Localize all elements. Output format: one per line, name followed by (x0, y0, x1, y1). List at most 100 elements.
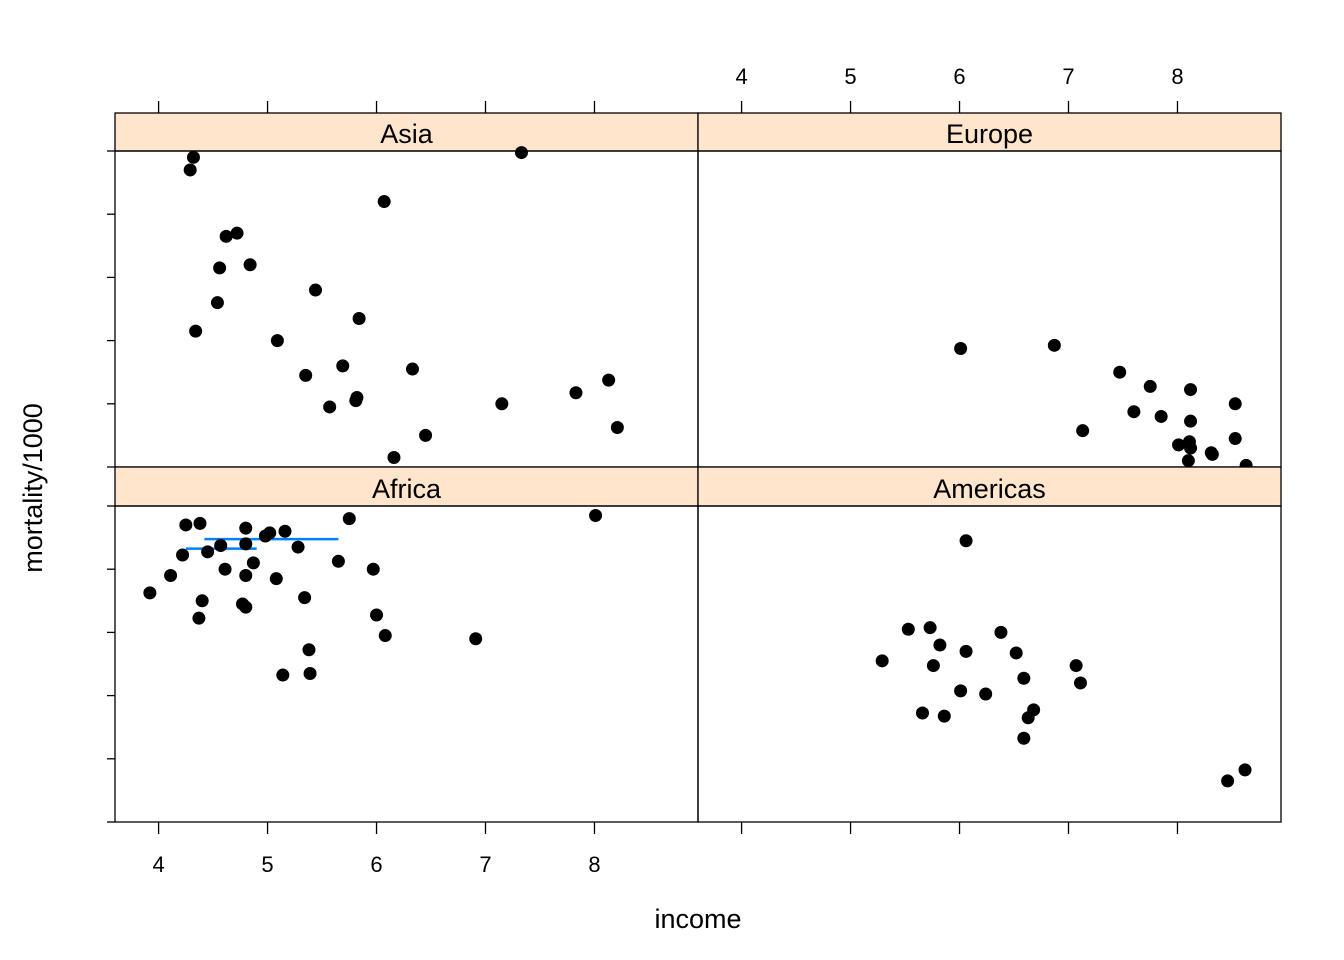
bottom-left-x-tick-label-7: 7 (479, 852, 491, 877)
point-africa-2 (179, 518, 193, 532)
point-africa-31 (303, 666, 317, 680)
point-africa-29 (302, 643, 316, 657)
point-africa-10 (291, 540, 305, 554)
top-right-x-tick-label-6: 6 (953, 64, 965, 89)
point-asia-22 (610, 421, 624, 434)
panel-frame-asia (114, 150, 699, 468)
point-americas-19 (1221, 774, 1235, 788)
point-asia-0 (186, 150, 200, 164)
point-asia-12 (270, 334, 284, 348)
point-americas-15 (937, 709, 951, 723)
point-africa-28 (469, 632, 483, 646)
panels-layer: Asia Europe Africa Americas (114, 112, 1282, 823)
point-africa-9 (214, 539, 228, 552)
panel-asia: Asia (114, 112, 699, 468)
panel-strip-label-europe: Europe (946, 119, 1033, 149)
point-americas-20 (1238, 763, 1252, 777)
panel-strip-label-asia: Asia (380, 119, 434, 149)
point-europe-10 (1228, 432, 1242, 446)
point-asia-10 (189, 324, 203, 338)
point-americas-13 (979, 687, 993, 701)
point-americas-11 (1073, 676, 1087, 690)
panel-strip-label-americas: Americas (933, 474, 1046, 504)
point-europe-0 (954, 342, 968, 355)
point-americas-8 (926, 659, 940, 673)
point-africa-21 (195, 594, 209, 608)
point-africa-16 (164, 569, 178, 583)
point-americas-0 (959, 534, 973, 548)
top-right-x-tick-label-5: 5 (844, 64, 856, 89)
point-europe-5 (1228, 397, 1242, 411)
point-americas-14 (915, 706, 929, 720)
point-europe-6 (1127, 405, 1141, 419)
point-africa-18 (239, 569, 253, 583)
panel-strip-europe (697, 112, 1282, 152)
point-europe-1 (1047, 338, 1061, 352)
point-asia-3 (377, 195, 391, 209)
point-africa-15 (366, 562, 380, 576)
point-asia-1 (183, 163, 197, 177)
bottom-left-x-tick-label-4: 4 (152, 852, 164, 877)
point-africa-26 (370, 608, 384, 622)
point-europe-3 (1143, 379, 1157, 393)
point-europe-16 (1181, 454, 1195, 468)
point-asia-21 (602, 373, 616, 387)
ticks-layer: 4 5 6 7 8 4 5 6 7 8 (107, 64, 1184, 877)
point-asia-20 (569, 386, 583, 400)
point-asia-24 (387, 451, 401, 465)
point-americas-6 (1009, 646, 1023, 660)
point-americas-10 (1017, 671, 1031, 685)
panel-europe: Europe (697, 112, 1282, 472)
point-africa-3 (193, 516, 207, 530)
point-africa-14 (246, 556, 260, 570)
point-europe-13 (1184, 441, 1198, 455)
point-asia-2 (514, 146, 528, 160)
panel-strip-label-africa: Africa (372, 474, 442, 504)
point-americas-5 (959, 644, 973, 658)
panel-strip-americas (697, 466, 1282, 507)
point-africa-27 (378, 629, 392, 643)
point-asia-4 (230, 226, 244, 240)
point-asia-23 (419, 428, 433, 442)
panel-americas: Americas (697, 466, 1282, 823)
panel-strip-asia (114, 112, 699, 152)
point-europe-11 (1172, 438, 1186, 452)
point-europe-9 (1076, 424, 1090, 438)
point-americas-17 (1021, 711, 1035, 725)
bottom-left-x-tick-label-6: 6 (370, 852, 382, 877)
point-africa-30 (276, 668, 290, 682)
point-africa-23 (239, 600, 253, 614)
point-asia-15 (405, 362, 419, 376)
point-americas-7 (875, 654, 889, 668)
point-asia-9 (210, 296, 224, 310)
point-europe-4 (1184, 383, 1198, 397)
point-africa-4 (239, 521, 253, 535)
point-africa-12 (176, 548, 190, 562)
point-asia-19 (495, 397, 509, 411)
panel-strip-africa (114, 466, 699, 507)
bottom-left-x-tick-label-8: 8 (588, 852, 600, 877)
point-asia-6 (213, 261, 227, 275)
point-africa-25 (192, 611, 206, 625)
point-africa-20 (143, 586, 157, 600)
top-right-x-tick-label-4: 4 (735, 64, 747, 89)
point-europe-15 (1205, 447, 1219, 461)
point-americas-12 (954, 684, 968, 698)
point-americas-4 (933, 638, 947, 652)
top-right-x-tick-label-7: 7 (1062, 64, 1074, 89)
point-europe-2 (1113, 365, 1127, 379)
panel-frame-americas (697, 505, 1282, 823)
point-africa-1 (342, 512, 356, 526)
point-asia-13 (299, 368, 313, 382)
point-asia-7 (243, 258, 257, 272)
point-africa-17 (218, 562, 232, 576)
point-americas-1 (901, 622, 915, 636)
point-asia-5 (219, 229, 233, 243)
x-axis-title: income (654, 904, 741, 934)
top-right-x-tick-label-8: 8 (1171, 64, 1183, 89)
point-asia-8 (309, 283, 323, 297)
point-americas-2 (923, 621, 937, 635)
y-axis-title: mortality/1000 (18, 403, 48, 573)
point-americas-18 (1017, 731, 1031, 745)
